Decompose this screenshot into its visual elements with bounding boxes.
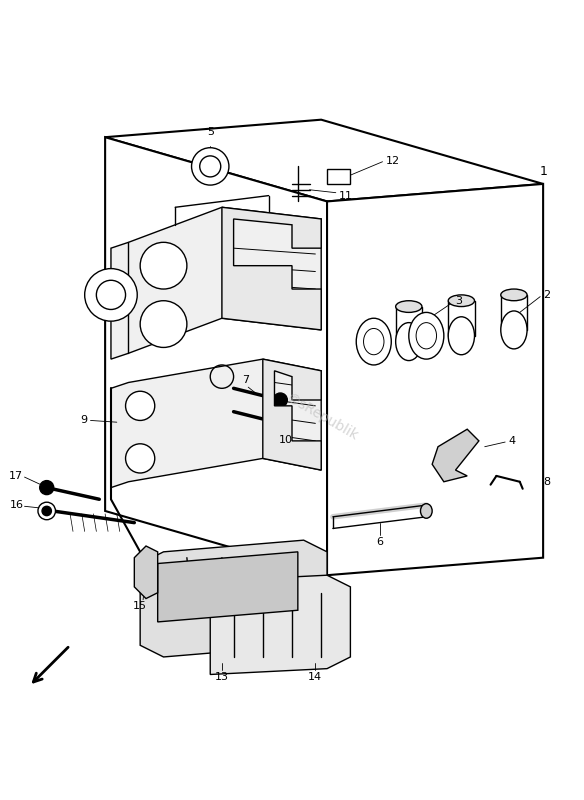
Ellipse shape xyxy=(356,318,391,365)
Circle shape xyxy=(140,242,187,289)
Text: 13: 13 xyxy=(215,671,229,682)
Text: 15: 15 xyxy=(133,602,147,611)
Circle shape xyxy=(40,481,54,494)
Polygon shape xyxy=(432,429,479,482)
Text: ©sRepublik: ©sRepublik xyxy=(283,391,360,444)
Polygon shape xyxy=(263,359,321,470)
Circle shape xyxy=(273,416,287,430)
Text: 3: 3 xyxy=(456,296,463,306)
Polygon shape xyxy=(210,575,350,674)
Text: 6: 6 xyxy=(376,538,383,547)
Polygon shape xyxy=(111,359,321,488)
Polygon shape xyxy=(111,207,321,359)
Text: 8: 8 xyxy=(543,477,550,486)
Polygon shape xyxy=(327,184,543,575)
Circle shape xyxy=(273,393,287,407)
Text: 16: 16 xyxy=(9,500,23,510)
Text: 7: 7 xyxy=(242,375,249,386)
Circle shape xyxy=(42,506,51,516)
Circle shape xyxy=(126,444,155,473)
Ellipse shape xyxy=(395,301,422,313)
Text: 12: 12 xyxy=(385,155,399,166)
Polygon shape xyxy=(105,120,543,202)
Circle shape xyxy=(126,391,155,421)
Text: 2: 2 xyxy=(543,290,550,300)
Text: 14: 14 xyxy=(308,671,322,682)
Ellipse shape xyxy=(420,504,432,518)
Circle shape xyxy=(192,148,229,185)
Ellipse shape xyxy=(409,313,444,359)
Ellipse shape xyxy=(500,311,527,349)
Polygon shape xyxy=(134,546,158,598)
Text: 10: 10 xyxy=(279,435,293,445)
Polygon shape xyxy=(158,552,298,622)
Ellipse shape xyxy=(500,289,527,301)
Text: 1: 1 xyxy=(539,165,547,178)
Text: 11: 11 xyxy=(339,190,353,201)
Ellipse shape xyxy=(395,322,422,361)
Text: 9: 9 xyxy=(81,415,88,426)
Circle shape xyxy=(140,301,187,347)
Text: 5: 5 xyxy=(207,127,214,138)
Ellipse shape xyxy=(449,317,474,354)
Polygon shape xyxy=(140,540,327,657)
Circle shape xyxy=(85,269,137,321)
Ellipse shape xyxy=(449,295,474,306)
Text: 17: 17 xyxy=(9,471,23,481)
Text: 4: 4 xyxy=(508,436,515,446)
Polygon shape xyxy=(105,138,327,575)
Bar xyxy=(327,170,350,184)
Circle shape xyxy=(38,502,55,520)
Polygon shape xyxy=(222,207,321,330)
